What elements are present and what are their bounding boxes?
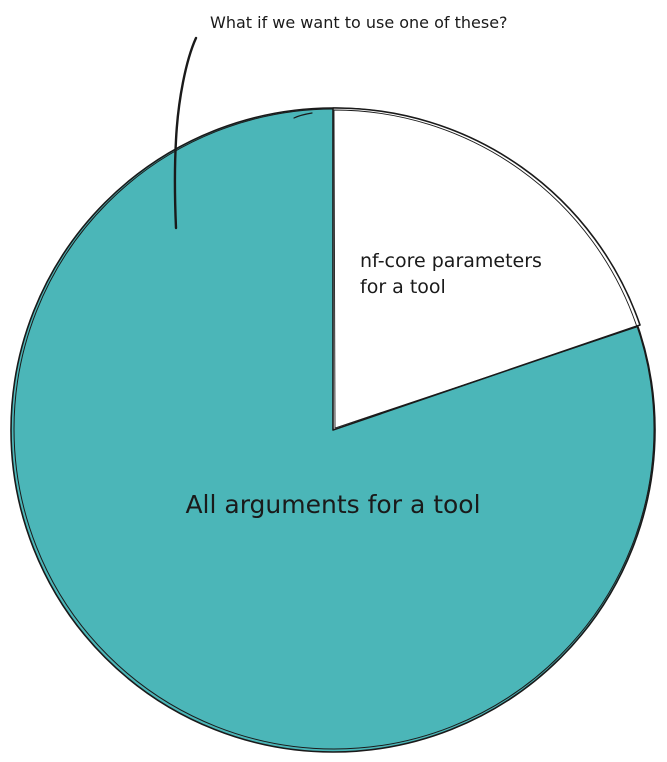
subset-label-line-2: for a tool (360, 276, 446, 298)
annotation-text: What if we want to use one of these? (210, 13, 508, 32)
main-segment-label: All arguments for a tool (185, 490, 480, 519)
annotation-arrow (173, 36, 313, 230)
subset-label-line-1: nf-core parameters (360, 250, 542, 272)
pie-subset-segment (332, 107, 641, 431)
